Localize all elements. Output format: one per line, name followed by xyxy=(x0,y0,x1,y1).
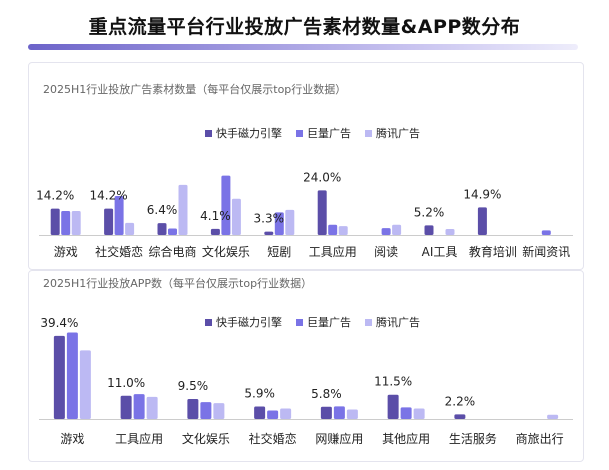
legend-swatch-2 xyxy=(365,130,372,137)
bar-0-5-2 xyxy=(338,226,348,235)
bar-1-3-2 xyxy=(280,408,292,419)
legend-label-2: 腾讯广告 xyxy=(376,315,420,329)
legend-swatch-2 xyxy=(365,319,372,326)
bar-0-8-0 xyxy=(477,207,487,235)
legend-swatch-1 xyxy=(296,130,303,137)
bar-0-0-0 xyxy=(50,208,60,235)
chart-title: 2025H1行业投放APP数（每平台仅展示top行业数据） xyxy=(43,276,312,290)
bar-0-1-0 xyxy=(104,208,114,235)
legend-label-1: 巨量广告 xyxy=(307,316,351,329)
chart-materials: 2025H1行业投放广告素材数量（每平台仅展示top行业数据） 快手磁力引擎 巨量广… xyxy=(36,82,573,259)
bar-0-0-2 xyxy=(71,211,81,235)
bar-0-4-1 xyxy=(274,212,284,235)
bar-1-1-2 xyxy=(146,396,158,419)
legend-label-2: 腾讯广告 xyxy=(376,126,420,140)
data-label: 5.2% xyxy=(414,205,445,219)
bar-0-6-1 xyxy=(381,228,391,235)
category-label: 工具应用 xyxy=(309,244,357,259)
category-label: 阅读 xyxy=(374,245,398,259)
category-label: 游戏 xyxy=(60,432,84,446)
page-title: 重点流量平台行业投放广告素材数量&APP数分布 xyxy=(88,16,521,38)
category-label: 新闻资讯 xyxy=(522,244,570,259)
bar-1-3-1 xyxy=(267,410,279,419)
bar-0-9-1 xyxy=(541,230,551,235)
data-label: 5.8% xyxy=(311,387,342,401)
bar-1-0-1 xyxy=(66,332,78,419)
bar-0-2-2 xyxy=(178,184,188,235)
chart-card-apps: 2025H1行业投放APP数（每平台仅展示top行业数据） 快手磁力引擎 巨量广告 腾… xyxy=(28,270,584,462)
bar-1-1-1 xyxy=(133,394,145,419)
category-label: 游戏 xyxy=(54,245,78,259)
data-label: 5.9% xyxy=(244,387,275,401)
category-label: AI工具 xyxy=(422,245,458,259)
bar-1-0-0 xyxy=(53,335,65,419)
bar-1-4-2 xyxy=(346,409,358,419)
chart-apps: 2025H1行业投放APP数（每平台仅展示top行业数据） 快手磁力引擎 巨量广告 腾… xyxy=(39,276,573,446)
bar-0-2-1 xyxy=(168,228,177,235)
bar-1-2-1 xyxy=(200,402,212,419)
category-label: 社交婚恋 xyxy=(249,431,297,446)
bar-0-4-2 xyxy=(285,209,295,235)
legend-swatch-1 xyxy=(296,319,303,326)
title-underline-bar xyxy=(28,44,578,50)
bar-0-0-1 xyxy=(61,211,71,235)
bar-1-7-2 xyxy=(547,414,559,419)
bar-1-2-0 xyxy=(187,398,199,419)
bar-0-6-2 xyxy=(392,224,402,235)
bar-0-2-0 xyxy=(157,223,167,235)
category-label: 工具应用 xyxy=(115,431,163,446)
data-label: 14.9% xyxy=(463,187,501,201)
data-label: 39.4% xyxy=(40,316,78,330)
bar-1-5-1 xyxy=(400,407,412,419)
bar-0-3-0 xyxy=(210,228,220,235)
bar-1-5-2 xyxy=(413,408,425,419)
bar-1-1-0 xyxy=(120,395,132,419)
category-label: 综合电商 xyxy=(148,244,196,259)
category-label: 教育培训 xyxy=(469,244,517,259)
bar-1-4-0 xyxy=(320,406,332,419)
data-label: 14.2% xyxy=(90,189,128,203)
category-label: 社交婚恋 xyxy=(95,244,143,259)
bar-0-5-0 xyxy=(317,190,327,235)
data-label: 14.2% xyxy=(36,189,74,203)
data-label: 24.0% xyxy=(303,170,341,184)
bar-0-3-2 xyxy=(231,198,241,235)
bar-0-3-1 xyxy=(221,175,231,235)
bar-1-4-1 xyxy=(333,406,345,419)
chart-title: 2025H1行业投放广告素材数量（每平台仅展示top行业数据） xyxy=(43,82,346,96)
bar-0-1-1 xyxy=(114,196,124,235)
category-label: 生活服务 xyxy=(449,431,497,446)
category-label: 其他应用 xyxy=(382,431,430,446)
data-label: 9.5% xyxy=(178,379,209,393)
bar-0-4-0 xyxy=(264,231,274,235)
bar-1-2-2 xyxy=(213,403,225,419)
category-label: 网赚应用 xyxy=(315,431,363,446)
data-label: 11.5% xyxy=(374,375,412,389)
category-label: 短剧 xyxy=(267,245,291,259)
category-label: 商旅出行 xyxy=(516,431,564,446)
data-label: 4.1% xyxy=(200,209,231,223)
bar-1-6-0 xyxy=(454,414,466,419)
data-label: 11.0% xyxy=(107,376,145,390)
data-label: 6.4% xyxy=(147,203,178,217)
bar-1-3-0 xyxy=(254,406,266,419)
data-label: 3.3% xyxy=(254,212,285,226)
category-label: 文化娱乐 xyxy=(182,431,230,446)
legend-label-1: 巨量广告 xyxy=(307,127,351,140)
legend-swatch-0 xyxy=(205,130,212,137)
bar-1-0-2 xyxy=(79,350,91,419)
category-label: 文化娱乐 xyxy=(202,244,250,259)
bar-0-7-2 xyxy=(445,229,455,235)
chart-card-materials: 2025H1行业投放广告素材数量（每平台仅展示top行业数据） 快手磁力引擎 巨量广… xyxy=(28,62,584,270)
legend-label-0: 快手磁力引擎 xyxy=(216,315,282,329)
bar-1-5-0 xyxy=(387,394,399,419)
legend-label-0: 快手磁力引擎 xyxy=(216,126,282,140)
bar-0-5-1 xyxy=(328,224,338,235)
data-label: 2.2% xyxy=(445,394,476,408)
bar-0-1-2 xyxy=(125,222,135,235)
legend-swatch-0 xyxy=(205,319,212,326)
bar-0-7-0 xyxy=(424,225,434,235)
